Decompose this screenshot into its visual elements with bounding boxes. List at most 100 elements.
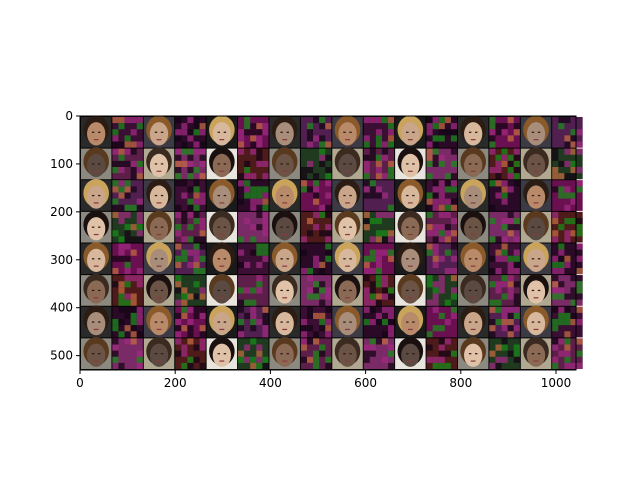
face-tile bbox=[143, 210, 175, 243]
noise-tile bbox=[112, 180, 143, 211]
noise-tile bbox=[363, 116, 395, 148]
noise-tile bbox=[112, 211, 143, 243]
noise-tile bbox=[238, 338, 269, 370]
face-tile bbox=[520, 305, 552, 338]
noise-tile bbox=[489, 211, 520, 243]
face-tile bbox=[269, 178, 300, 211]
face-tile bbox=[332, 242, 363, 275]
noise-tile bbox=[489, 180, 520, 211]
x-tick-label: 400 bbox=[259, 376, 282, 390]
noise-tile bbox=[300, 243, 332, 275]
noise-tile bbox=[426, 306, 457, 338]
noise-tile bbox=[489, 116, 520, 148]
noise-tile bbox=[426, 116, 457, 148]
y-tick-label: 100 bbox=[50, 157, 73, 171]
face-tile bbox=[269, 305, 300, 338]
noise-tile bbox=[112, 275, 143, 306]
face-tile bbox=[395, 147, 426, 180]
noise-tile bbox=[552, 116, 583, 148]
face-tile bbox=[143, 242, 175, 275]
face-tile bbox=[206, 337, 238, 370]
face-tile bbox=[520, 115, 552, 148]
face-tile bbox=[332, 115, 363, 148]
noise-tile bbox=[552, 338, 583, 370]
face-tile bbox=[80, 178, 112, 211]
face-tile bbox=[143, 337, 175, 370]
y-tick-label: 0 bbox=[65, 109, 73, 123]
face-tile bbox=[80, 273, 112, 306]
noise-tile bbox=[238, 180, 269, 211]
face-tile bbox=[206, 178, 238, 211]
noise-tile bbox=[300, 148, 332, 180]
noise-tile bbox=[112, 243, 143, 275]
noise-tile bbox=[112, 338, 143, 370]
noise-tile bbox=[300, 116, 332, 148]
x-tick-label: 600 bbox=[354, 376, 377, 390]
noise-tile bbox=[363, 275, 395, 306]
noise-tile bbox=[238, 306, 269, 338]
noise-tile bbox=[363, 243, 395, 275]
face-tile bbox=[395, 115, 426, 148]
noise-tile bbox=[552, 243, 583, 275]
face-tile bbox=[520, 210, 552, 243]
face-tile bbox=[457, 147, 489, 180]
face-tile bbox=[520, 147, 552, 180]
noise-tile bbox=[238, 275, 269, 306]
noise-tile bbox=[426, 211, 457, 243]
x-tick-label: 1000 bbox=[541, 376, 572, 390]
noise-tile bbox=[300, 306, 332, 338]
x-tick-label: 800 bbox=[449, 376, 472, 390]
face-tile bbox=[395, 273, 426, 306]
face-tile bbox=[332, 305, 363, 338]
y-tick-label: 500 bbox=[50, 349, 73, 363]
face-tile bbox=[80, 337, 112, 370]
face-tile bbox=[143, 115, 175, 148]
face-tile bbox=[457, 178, 489, 211]
noise-tile bbox=[300, 180, 332, 211]
noise-tile bbox=[300, 275, 332, 306]
face-tile bbox=[143, 147, 175, 180]
noise-tile bbox=[175, 338, 206, 370]
noise-tile bbox=[175, 306, 206, 338]
face-tile bbox=[332, 178, 363, 211]
face-tile bbox=[457, 242, 489, 275]
noise-tile bbox=[363, 180, 395, 211]
face-tile bbox=[269, 273, 300, 306]
face-tile bbox=[206, 210, 238, 243]
noise-tile bbox=[426, 275, 457, 306]
noise-tile bbox=[489, 338, 520, 370]
face-tile bbox=[80, 147, 112, 180]
noise-tile bbox=[238, 243, 269, 275]
face-tile bbox=[143, 305, 175, 338]
noise-tile bbox=[175, 211, 206, 243]
noise-tile bbox=[300, 338, 332, 370]
noise-tile bbox=[363, 148, 395, 180]
noise-tile bbox=[175, 275, 206, 306]
image-grid bbox=[80, 115, 583, 370]
noise-tile bbox=[175, 116, 206, 148]
face-tile bbox=[395, 337, 426, 370]
noise-tile bbox=[426, 180, 457, 211]
noise-tile bbox=[112, 148, 143, 180]
face-tile bbox=[269, 210, 300, 243]
face-tile bbox=[520, 337, 552, 370]
face-tile bbox=[206, 147, 238, 180]
noise-tile bbox=[552, 180, 583, 211]
x-axis: 0 200 400 600 800 1000 bbox=[76, 370, 571, 390]
face-tile bbox=[457, 210, 489, 243]
noise-tile bbox=[552, 306, 583, 338]
face-tile bbox=[80, 210, 112, 243]
noise-tile bbox=[112, 116, 143, 148]
face-tile bbox=[395, 242, 426, 275]
face-tile bbox=[457, 337, 489, 370]
y-axis: 0 100 200 300 400 500 bbox=[50, 109, 80, 363]
face-tile bbox=[80, 115, 112, 148]
noise-tile bbox=[238, 211, 269, 243]
noise-tile bbox=[238, 116, 269, 148]
face-tile bbox=[80, 242, 112, 275]
x-tick-label: 200 bbox=[164, 376, 187, 390]
face-tile bbox=[206, 115, 238, 148]
noise-tile bbox=[363, 211, 395, 243]
face-tile bbox=[520, 242, 552, 275]
y-tick-label: 300 bbox=[50, 253, 73, 267]
